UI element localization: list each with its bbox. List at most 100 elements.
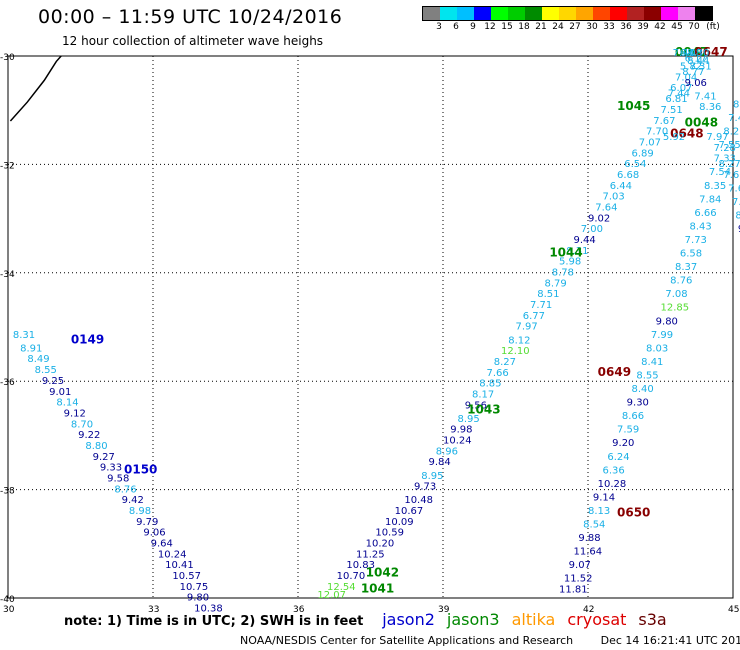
wave-height-value: 9.88 — [578, 533, 600, 544]
wave-height-value: 7.44 — [673, 48, 695, 59]
wave-height-value: 8.03 — [646, 343, 668, 354]
wave-height-value: 5.98 — [559, 257, 581, 268]
wave-height-value: 12.85 — [661, 303, 690, 314]
legend-swatch — [627, 7, 644, 20]
wave-height-value: 9.84 — [429, 457, 451, 468]
legend-tick: 30 — [586, 22, 598, 32]
wave-height-value: 12.07 — [317, 590, 346, 601]
legend-tick: 15 — [501, 22, 513, 32]
wave-height-value: 7.07 — [639, 137, 661, 148]
wave-height-value: 8.12 — [508, 335, 530, 346]
x-tick-label: 45 — [728, 605, 739, 615]
wave-height-value: 9.01 — [49, 387, 71, 398]
wave-height-value: 8.55 — [35, 365, 57, 376]
wave-height-value: 6.68 — [617, 170, 639, 181]
wave-height-value: 7.70 — [646, 127, 668, 138]
credit-text: NOAA/NESDIS Center for Satellite Applica… — [240, 634, 574, 647]
wave-height-value: 7.67 — [653, 116, 675, 127]
wave-height-value: 7.46 — [732, 197, 740, 208]
satellite-jason3: jason3 — [446, 610, 500, 629]
wave-height-value: 8.31 — [566, 246, 588, 257]
wave-height-value: 8.49 — [27, 354, 49, 365]
y-tick-label: -34 — [0, 270, 15, 280]
wave-height-value: 9.25 — [42, 376, 64, 387]
wave-height-value: 8.36 — [699, 102, 721, 113]
wave-height-value: 5.92 — [663, 132, 685, 143]
wave-height-value: 9.06 — [685, 78, 707, 89]
legend-swatch — [491, 7, 508, 20]
wave-height-value: 9.80 — [656, 316, 678, 327]
wave-height-value: 9.22 — [78, 430, 100, 441]
legend-tick: 33 — [603, 22, 615, 32]
wave-height-value: 9.44 — [574, 235, 596, 246]
wave-height-value: 7.33 — [714, 154, 736, 165]
wave-height-value: 8.17 — [472, 389, 494, 400]
wave-height-value: 7.71 — [530, 300, 552, 311]
legend-swatch — [508, 7, 525, 20]
track-time-label: 0647 — [694, 45, 727, 59]
wave-height-value: 8.14 — [56, 398, 78, 409]
wave-height-value: 8.13 — [588, 506, 610, 517]
wave-height-value: 11.25 — [356, 549, 385, 560]
x-tick-label: 36 — [293, 605, 305, 615]
wave-height-value: 9.02 — [588, 213, 610, 224]
y-tick-label: -40 — [0, 595, 15, 605]
wave-height-value: 7.04 — [675, 72, 697, 83]
wave-height-value: 10.38 — [194, 604, 223, 615]
wave-height-value: 10.75 — [180, 582, 209, 593]
legend-swatch — [610, 7, 627, 20]
y-tick-label: -32 — [0, 161, 15, 171]
track-time-label: 0149 — [71, 332, 104, 346]
wave-height-value: 8.79 — [545, 278, 567, 289]
legend-swatch — [423, 7, 440, 20]
wave-height-value: 6.08 — [680, 48, 702, 59]
wave-height-value: 10.59 — [375, 528, 404, 539]
wave-height-value: 11.81 — [559, 585, 588, 596]
wave-height-value: 9.98 — [450, 425, 472, 436]
wave-height-value: 7.45 — [728, 113, 740, 124]
credit-line: NOAA/NESDIS Center for Satellite Applica… — [240, 634, 740, 647]
wave-height-value: 9.56 — [465, 400, 487, 411]
wave-height-value: 6.07 — [670, 83, 692, 94]
wave-height-value: 9.64 — [151, 539, 173, 550]
wave-height-value: 11.64 — [574, 547, 603, 558]
wave-height-value: 8.30 — [687, 48, 709, 59]
wave-height-value: 10.24 — [443, 436, 472, 447]
wave-height-value: 7.41 — [694, 91, 716, 102]
wave-height-value: 9.20 — [612, 438, 634, 449]
map-frame — [7, 55, 734, 599]
wave-height-value: 11.52 — [564, 574, 593, 585]
wave-height-value: 6.81 — [665, 94, 687, 105]
wave-height-value: 8.41 — [641, 357, 663, 368]
wave-height-value: 8.31 — [690, 62, 712, 73]
wave-height-value: 7.84 — [699, 194, 721, 205]
wave-height-value: 9.12 — [64, 408, 86, 419]
wave-height-value: 8.70 — [71, 419, 93, 430]
wave-height-value: 8.51 — [537, 289, 559, 300]
legend-swatch — [542, 7, 559, 20]
wave-height-value: 8.95 — [458, 414, 480, 425]
y-tick-label: -36 — [0, 378, 15, 388]
legend-swatch — [440, 7, 457, 20]
wave-height-value: 9.27 — [93, 452, 115, 463]
wave-height-value: 8.91 — [20, 343, 42, 354]
wave-height-value: 7.97 — [706, 132, 728, 143]
wave-height-value: 8.35 — [704, 181, 726, 192]
wave-height-value: 8.96 — [436, 446, 458, 457]
color-legend: 3 6 9 12 15 18 21 24 27 30 33 36 39 42 45 70 (ft) — [422, 6, 720, 33]
track-time-label: 1043 — [467, 403, 500, 417]
wave-height-value: 8.76 — [114, 484, 136, 495]
wave-height-value: 7.59 — [617, 425, 639, 436]
wave-height-value: 7.00 — [581, 224, 603, 235]
map-title: 00:00 – 11:59 UTC 10/24/2016 — [38, 6, 343, 28]
wave-height-value: 6.24 — [607, 452, 629, 463]
wave-height-value: 12.10 — [501, 346, 530, 357]
legend-tick: 6 — [453, 22, 459, 32]
wave-height-value: 7.08 — [665, 289, 687, 300]
wave-height-value: 8.43 — [690, 221, 712, 232]
wave-height-value: 10.24 — [158, 549, 187, 560]
wave-height-value: 8.26 — [723, 127, 740, 138]
wave-height-value: 7.54 — [709, 167, 731, 178]
wave-height-value: 7.64 — [595, 202, 617, 213]
